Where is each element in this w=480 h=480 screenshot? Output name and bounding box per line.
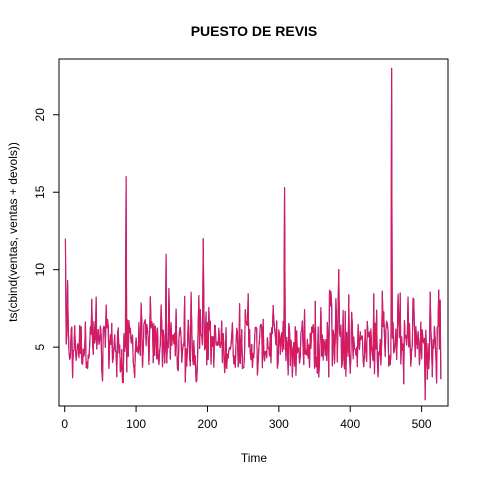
y-tick-label: 10 — [33, 263, 47, 277]
plot-frame — [58, 58, 449, 407]
y-tick-label: 15 — [33, 185, 47, 199]
x-axis-label: Time — [241, 451, 268, 465]
series-line-ventas-devols — [64, 67, 442, 401]
x-axis: 0 100 200 300 400 500 — [61, 406, 432, 431]
y-axis: 5 10 15 20 — [33, 108, 59, 350]
x-tick-label: 500 — [412, 417, 432, 431]
x-tick-label: 100 — [126, 417, 146, 431]
x-tick-label: 0 — [61, 417, 68, 431]
y-tick-label: 20 — [33, 108, 47, 122]
y-axis-label: ts(cbind(ventas, ventas + devols)) — [6, 142, 20, 322]
x-tick-label: 200 — [197, 417, 217, 431]
y-tick-label: 5 — [33, 343, 47, 350]
x-tick-label: 400 — [340, 417, 360, 431]
series-layer — [64, 67, 442, 401]
chart-title: PUESTO DE REVIS — [191, 23, 318, 39]
x-tick-label: 300 — [269, 417, 289, 431]
